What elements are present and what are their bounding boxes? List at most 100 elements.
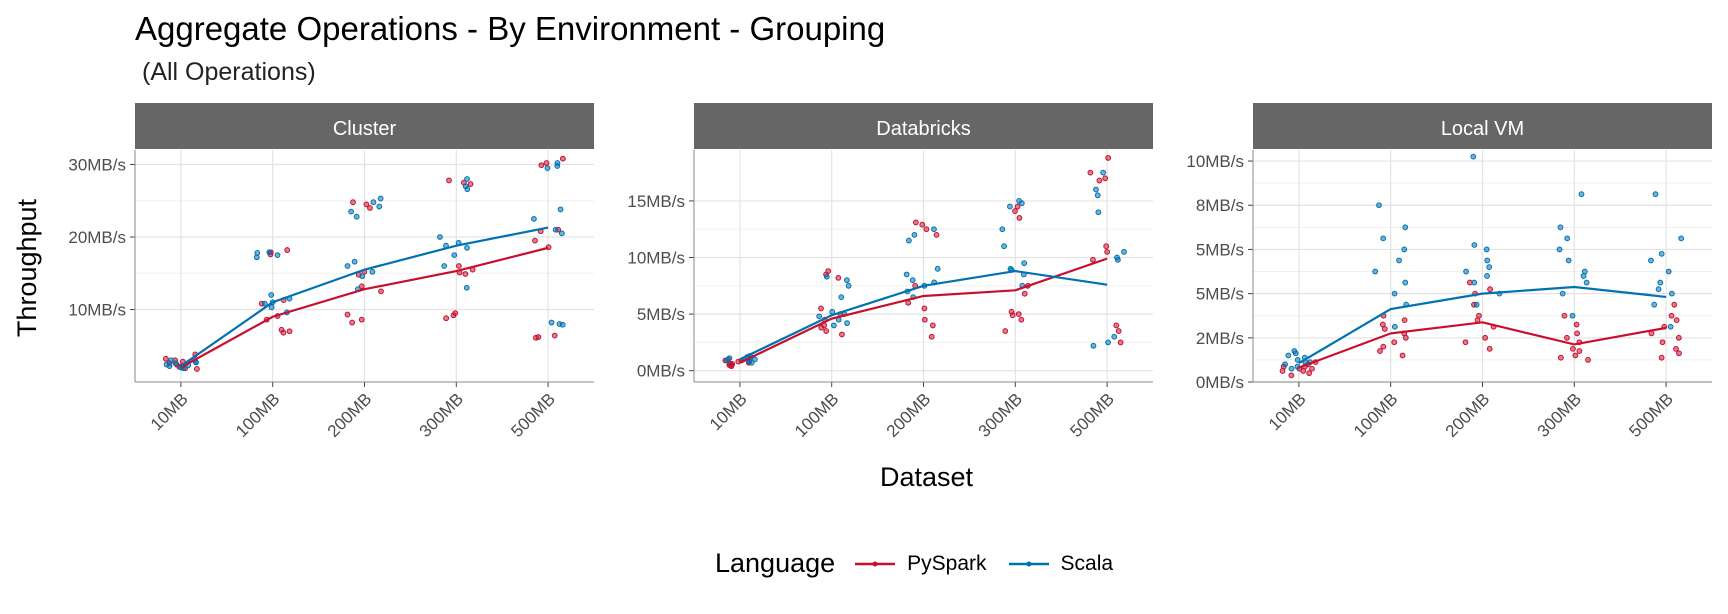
data-point-pyspark bbox=[1573, 321, 1580, 328]
data-point-scala bbox=[552, 226, 559, 233]
data-point-scala bbox=[463, 284, 470, 291]
data-point-scala bbox=[359, 273, 366, 280]
data-point-scala bbox=[464, 186, 471, 193]
data-point-scala bbox=[1470, 153, 1477, 160]
x-tick-label: 10MB bbox=[1265, 389, 1310, 434]
data-point-pyspark bbox=[1279, 368, 1286, 374]
data-point-scala bbox=[1484, 273, 1490, 279]
y-tick-label: 30MB/s bbox=[68, 156, 126, 175]
series-line-scala bbox=[739, 269, 1108, 361]
data-point-scala bbox=[1557, 224, 1564, 231]
data-point-pyspark bbox=[1380, 343, 1387, 350]
data-point-pyspark bbox=[378, 288, 384, 295]
data-point-pyspark bbox=[919, 221, 926, 228]
x-tick-label: 100MB bbox=[1350, 389, 1402, 441]
data-point-scala bbox=[1292, 350, 1299, 357]
data-point-scala bbox=[1288, 365, 1295, 372]
data-point-pyspark bbox=[1096, 177, 1103, 184]
y-tick-label: 5MB/s bbox=[1196, 285, 1244, 304]
data-point-scala bbox=[1294, 357, 1301, 363]
data-point-pyspark bbox=[349, 319, 356, 326]
data-point-pyspark bbox=[1658, 354, 1665, 361]
data-point-scala bbox=[816, 313, 823, 320]
data-point-scala bbox=[1095, 209, 1102, 216]
data-point-pyspark bbox=[559, 155, 566, 162]
data-point-scala bbox=[376, 203, 383, 210]
data-point-pyspark bbox=[1391, 339, 1398, 346]
data-point-pyspark bbox=[1574, 330, 1580, 337]
data-point-pyspark bbox=[823, 328, 830, 334]
data-point-pyspark bbox=[1012, 208, 1018, 215]
data-point-pyspark bbox=[467, 181, 474, 187]
legend-item-scala: Scala bbox=[1007, 552, 1113, 576]
data-point-scala bbox=[464, 176, 470, 182]
chart-subtitle: (All Operations) bbox=[142, 58, 316, 86]
data-point-pyspark bbox=[1486, 345, 1493, 352]
data-point-pyspark bbox=[1564, 334, 1570, 341]
data-point-pyspark bbox=[363, 201, 370, 208]
data-point-scala bbox=[253, 254, 260, 261]
facet-label-databricks: Databricks bbox=[876, 118, 970, 140]
data-point-pyspark bbox=[194, 366, 200, 372]
facet-label-cluster: Cluster bbox=[333, 118, 397, 140]
data-point-scala bbox=[1657, 279, 1664, 286]
data-point-scala bbox=[1401, 246, 1408, 253]
data-point-pyspark bbox=[1401, 317, 1408, 324]
data-point-scala bbox=[1463, 268, 1469, 275]
data-point-scala bbox=[830, 322, 837, 329]
data-point-scala bbox=[1105, 339, 1111, 346]
x-axis-label: Dataset bbox=[879, 462, 974, 492]
data-point-pyspark bbox=[1103, 243, 1110, 250]
data-point-scala bbox=[266, 249, 273, 256]
data-point-pyspark bbox=[1399, 352, 1406, 359]
y-tick-label: 2MB/s bbox=[1196, 329, 1244, 348]
data-point-scala bbox=[844, 277, 850, 284]
data-point-scala bbox=[1648, 257, 1654, 264]
facet-strip-cluster bbox=[135, 103, 594, 149]
x-tick-label: 500MB bbox=[1625, 389, 1677, 441]
data-point-scala bbox=[1565, 257, 1572, 264]
data-point-pyspark bbox=[912, 219, 919, 226]
data-point-scala bbox=[1473, 301, 1480, 308]
data-point-pyspark bbox=[350, 199, 356, 206]
data-point-pyspark bbox=[1487, 286, 1493, 293]
data-point-scala bbox=[268, 304, 275, 311]
data-point-scala bbox=[1100, 169, 1107, 176]
series-line-scala bbox=[1298, 285, 1667, 365]
data-point-scala bbox=[838, 294, 845, 301]
legend-label-pyspark: PySpark bbox=[907, 551, 987, 575]
data-point-scala bbox=[437, 234, 443, 240]
data-point-scala bbox=[934, 265, 941, 272]
data-point-scala bbox=[268, 292, 275, 298]
data-point-pyspark bbox=[284, 247, 291, 253]
data-point-scala bbox=[911, 231, 918, 238]
data-point-scala bbox=[531, 215, 537, 222]
data-point-pyspark bbox=[1014, 203, 1021, 210]
data-point-pyspark bbox=[1115, 328, 1122, 334]
series-line-pyspark bbox=[739, 257, 1108, 364]
y-tick-label: 0MB/s bbox=[637, 362, 685, 381]
data-point-pyspark bbox=[1402, 334, 1409, 341]
data-point-pyspark bbox=[367, 205, 373, 211]
data-point-scala bbox=[1396, 257, 1402, 264]
data-point-scala bbox=[172, 360, 179, 367]
data-point-scala bbox=[1372, 268, 1379, 275]
data-point-pyspark bbox=[728, 362, 735, 368]
data-point-scala bbox=[1094, 192, 1101, 199]
data-point-scala bbox=[823, 273, 830, 280]
data-point-pyspark bbox=[1381, 326, 1388, 332]
x-tick-label: 500MB bbox=[507, 389, 559, 441]
data-point-pyspark bbox=[1104, 248, 1111, 255]
data-point-pyspark bbox=[929, 322, 936, 329]
data-point-scala bbox=[261, 300, 268, 307]
data-point-scala bbox=[845, 282, 852, 289]
x-tick-label: 500MB bbox=[1066, 389, 1118, 441]
data-point-pyspark bbox=[1673, 317, 1680, 324]
y-tick-label: 5MB/s bbox=[1196, 240, 1244, 259]
x-tick-label: 300MB bbox=[975, 389, 1027, 441]
data-point-scala bbox=[1282, 361, 1288, 368]
data-point-scala bbox=[370, 199, 377, 206]
data-point-scala bbox=[377, 195, 384, 202]
data-point-pyspark bbox=[921, 316, 928, 323]
data-point-scala bbox=[748, 359, 755, 366]
